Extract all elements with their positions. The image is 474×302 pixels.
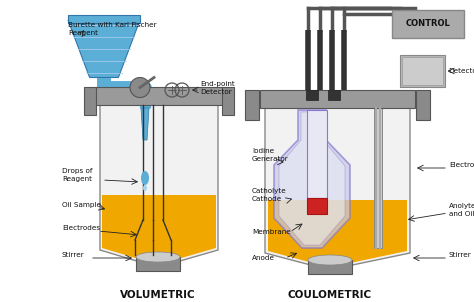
Bar <box>416 90 430 120</box>
Text: Anode: Anode <box>252 255 275 261</box>
Text: Drops of
Reagent: Drops of Reagent <box>62 168 92 182</box>
Ellipse shape <box>143 185 147 191</box>
Polygon shape <box>102 195 216 263</box>
Polygon shape <box>68 20 140 78</box>
Text: Burette with Karl Fischer
Reagent: Burette with Karl Fischer Reagent <box>68 22 156 36</box>
Bar <box>402 57 443 85</box>
Bar <box>307 110 327 198</box>
Bar <box>307 198 327 214</box>
Bar <box>84 87 96 115</box>
Bar <box>136 257 180 271</box>
Text: Membrane: Membrane <box>252 229 291 235</box>
Ellipse shape <box>141 171 149 185</box>
Bar <box>95 87 223 105</box>
Text: Oil Sample: Oil Sample <box>62 202 101 208</box>
Polygon shape <box>100 105 218 265</box>
Text: Anolyte
and Oil: Anolyte and Oil <box>449 203 474 217</box>
Text: End-point
Detector: End-point Detector <box>200 81 235 95</box>
Text: VOLUMETRIC: VOLUMETRIC <box>120 290 196 300</box>
Text: Stirrer: Stirrer <box>62 252 85 258</box>
Bar <box>400 55 445 87</box>
Ellipse shape <box>136 252 180 262</box>
Text: Electrodes: Electrodes <box>449 162 474 168</box>
Polygon shape <box>141 108 149 140</box>
Bar <box>245 90 259 120</box>
Bar <box>260 90 415 108</box>
Text: Iodine
Generator: Iodine Generator <box>252 148 289 162</box>
Bar <box>308 260 352 274</box>
Polygon shape <box>279 112 345 245</box>
Bar <box>328 90 340 100</box>
Text: Detector: Detector <box>448 68 474 74</box>
Ellipse shape <box>130 78 150 98</box>
Bar <box>392 10 464 38</box>
Polygon shape <box>268 200 407 266</box>
Bar <box>374 108 382 248</box>
Text: CONTROL: CONTROL <box>406 20 450 28</box>
Ellipse shape <box>308 255 352 265</box>
Bar <box>68 15 140 23</box>
Bar <box>306 90 318 100</box>
Text: Electrodes: Electrodes <box>62 225 100 231</box>
Polygon shape <box>274 110 350 248</box>
Text: Catholyte
Cathode: Catholyte Cathode <box>252 188 287 202</box>
Text: COULOMETRIC: COULOMETRIC <box>288 290 372 300</box>
Polygon shape <box>265 108 410 268</box>
Text: Stirrer: Stirrer <box>449 252 472 258</box>
Bar <box>222 87 234 115</box>
